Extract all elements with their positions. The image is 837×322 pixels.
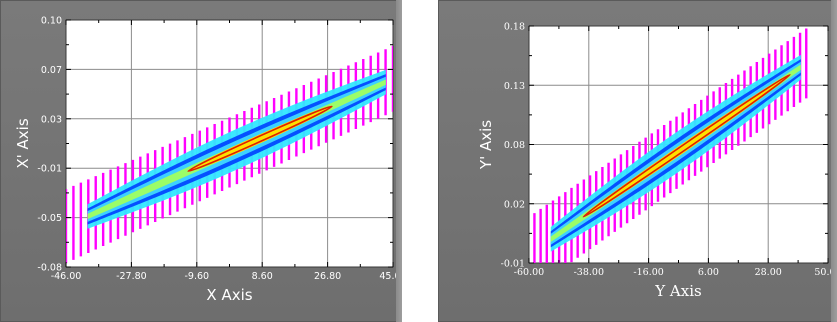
x-tick-label: 8.60 [252,271,273,282]
right-phase-space-chart: -60.00 -38.00 -16.00 6.00 28.00 50.00 0.18 0.13… [477,22,837,301]
x-tick-label: 28.00 [755,267,782,278]
x-axis-title: Y Axis [654,282,701,300]
x-tick-label: -16.00 [633,267,663,278]
x-tick-label: -9.60 [185,271,210,282]
y-tick-label: 0.18 [504,22,525,33]
core-red-outline [187,105,333,173]
core-yellow [583,74,790,217]
core-yellow [188,106,332,172]
y-tick-label: 0.03 [41,114,62,125]
y-tick-label: -0.08 [37,263,62,274]
y-tick-label: 0.07 [41,65,62,76]
left-phase-space-chart: -46.00 -27.80 -9.60 8.60 26.80 45.00 0.10 0.07 0… [14,16,407,305]
right-chart-panel: -60.00 -38.00 -16.00 6.00 28.00 50.00 0.18 0.13… [438,0,837,322]
y-tick-label: -0.01 [37,164,62,175]
x-tick-label: 26.80 [314,271,341,282]
x-tick-label: -46.00 [51,271,82,282]
x-tick-label: -60.00 [514,267,544,278]
particle-distribution [66,45,393,264]
y-tick-label: -0.05 [37,213,62,224]
core-red-outline [582,73,791,218]
particle-distribution [533,28,808,263]
x-tick-label: -38.00 [574,267,604,278]
x-tick-label: 50.00 [814,267,837,278]
x-axis-title: X Axis [206,286,252,304]
x-tick-label: 6.00 [698,267,719,278]
x-tick-label: -27.80 [116,271,147,282]
y-tick-label: 0.08 [504,140,525,151]
y-tick-label: 0.10 [41,16,62,27]
x-tick-label: 45.00 [379,271,406,282]
y-tick-label: 0.13 [504,81,525,92]
y-tick-label: -0.01 [501,259,525,270]
y-tick-label: 0.02 [504,199,525,210]
y-axis-title: Y' Axis [477,120,495,170]
y-axis-title: X' Axis [14,118,32,168]
left-chart-panel: -46.00 -27.80 -9.60 8.60 26.80 45.00 0.10 0.07 0… [0,0,407,322]
